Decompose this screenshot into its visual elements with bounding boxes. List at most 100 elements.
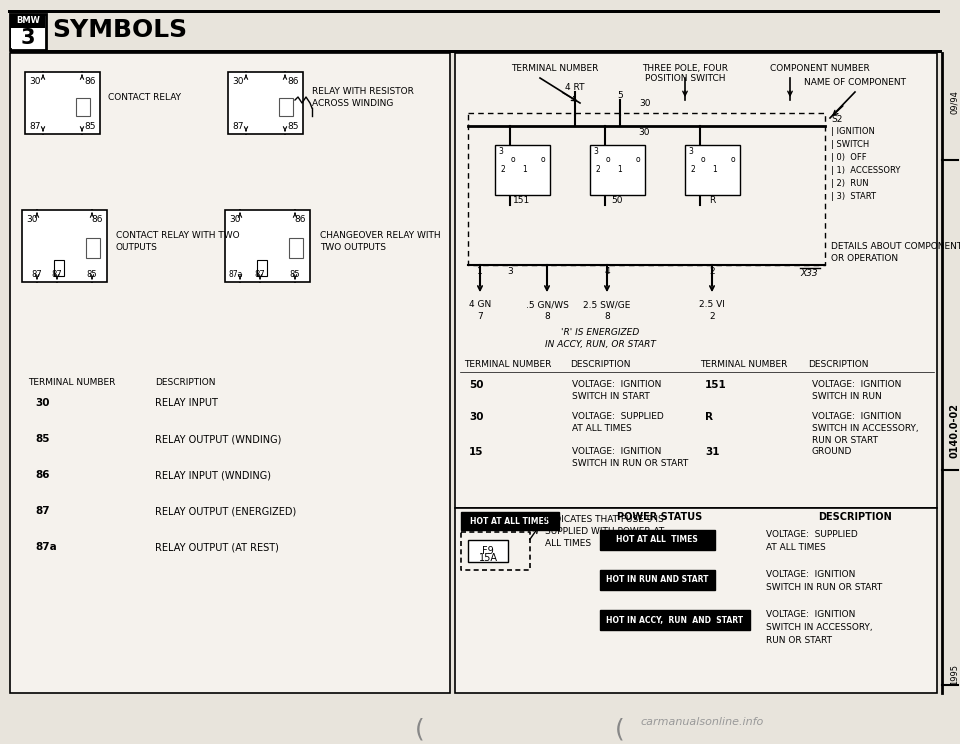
Text: 87a: 87a xyxy=(35,542,57,552)
Text: 4 GN: 4 GN xyxy=(468,300,492,309)
Text: 8: 8 xyxy=(604,312,610,321)
Text: CHANGEOVER RELAY WITH: CHANGEOVER RELAY WITH xyxy=(320,231,441,240)
Bar xyxy=(455,508,937,693)
Text: 3: 3 xyxy=(21,28,36,48)
Text: (: ( xyxy=(415,718,425,742)
Text: 30: 30 xyxy=(26,215,37,224)
Text: 2: 2 xyxy=(709,312,715,321)
Bar xyxy=(10,14,46,50)
Text: 09/94: 09/94 xyxy=(950,90,959,114)
Bar xyxy=(10,50,942,53)
Text: 2: 2 xyxy=(595,165,600,174)
Bar xyxy=(461,512,559,530)
Text: 87a: 87a xyxy=(228,270,243,279)
Text: 50: 50 xyxy=(469,380,484,390)
Text: ALL TIMES: ALL TIMES xyxy=(545,539,591,548)
Text: AT ALL TIMES: AT ALL TIMES xyxy=(572,424,632,433)
Text: RELAY INPUT (WNDING): RELAY INPUT (WNDING) xyxy=(155,470,271,480)
Text: VOLTAGE:  IGNITION: VOLTAGE: IGNITION xyxy=(572,447,661,456)
Bar xyxy=(76,98,90,116)
Text: 2: 2 xyxy=(709,267,715,276)
Text: R: R xyxy=(705,412,713,422)
Text: HOT IN ACCY,  RUN  AND  START: HOT IN ACCY, RUN AND START xyxy=(607,615,744,624)
Bar xyxy=(455,53,937,508)
Text: 2.5 SW/GE: 2.5 SW/GE xyxy=(584,300,631,309)
Text: HOT AT ALL  TIMES: HOT AT ALL TIMES xyxy=(616,536,698,545)
Text: TERMINAL NUMBER: TERMINAL NUMBER xyxy=(464,360,551,369)
Text: 30: 30 xyxy=(639,99,651,108)
Text: DESCRIPTION: DESCRIPTION xyxy=(155,378,215,387)
Text: SWITCH IN RUN: SWITCH IN RUN xyxy=(812,392,881,401)
Text: VOLTAGE:  IGNITION: VOLTAGE: IGNITION xyxy=(572,380,661,389)
Text: 85: 85 xyxy=(287,122,299,131)
Text: CONTACT RELAY WITH TWO: CONTACT RELAY WITH TWO xyxy=(116,231,240,240)
Bar xyxy=(228,72,303,134)
Text: 85: 85 xyxy=(86,270,97,279)
Bar xyxy=(11,15,45,28)
Text: DETAILS ABOUT COMPONENT: DETAILS ABOUT COMPONENT xyxy=(831,242,960,251)
Text: VOLTAGE:  SUPPLIED: VOLTAGE: SUPPLIED xyxy=(572,412,663,421)
Bar xyxy=(468,540,508,562)
Text: SWITCH IN START: SWITCH IN START xyxy=(572,392,650,401)
Text: 2.5 VI: 2.5 VI xyxy=(699,300,725,309)
Text: SWITCH IN ACCESSORY,: SWITCH IN ACCESSORY, xyxy=(812,424,919,433)
Text: 86: 86 xyxy=(287,77,299,86)
Text: HOT IN RUN AND START: HOT IN RUN AND START xyxy=(606,576,708,585)
Text: TERMINAL NUMBER: TERMINAL NUMBER xyxy=(700,360,787,369)
Text: 30: 30 xyxy=(232,77,244,86)
Text: 30: 30 xyxy=(35,398,50,408)
Bar xyxy=(495,145,550,195)
Text: 0140.0-02: 0140.0-02 xyxy=(950,403,960,458)
Text: 87: 87 xyxy=(35,506,50,516)
Text: 'R' IS ENERGIZED: 'R' IS ENERGIZED xyxy=(561,328,639,337)
Bar xyxy=(25,72,100,134)
Text: GROUND: GROUND xyxy=(812,447,852,456)
Text: | 3)  START: | 3) START xyxy=(831,192,876,201)
Text: 3: 3 xyxy=(593,147,598,156)
Text: 87: 87 xyxy=(32,270,42,279)
Text: | 0)  OFF: | 0) OFF xyxy=(831,153,867,162)
Text: TERMINAL NUMBER: TERMINAL NUMBER xyxy=(28,378,115,387)
Text: 86: 86 xyxy=(91,215,103,224)
Text: o: o xyxy=(731,155,735,164)
Text: 15: 15 xyxy=(469,447,484,457)
Text: 4: 4 xyxy=(604,267,610,276)
Text: 30: 30 xyxy=(29,77,40,86)
Text: 3: 3 xyxy=(507,267,513,276)
Text: 2: 2 xyxy=(500,165,505,174)
Text: RELAY INPUT: RELAY INPUT xyxy=(155,398,218,408)
Text: RUN OR START: RUN OR START xyxy=(766,636,832,645)
Text: 151: 151 xyxy=(705,380,727,390)
Text: TWO OUTPUTS: TWO OUTPUTS xyxy=(320,243,386,251)
Bar xyxy=(279,98,293,116)
Text: o: o xyxy=(701,155,706,164)
Bar xyxy=(8,10,940,13)
Text: 3: 3 xyxy=(498,147,503,156)
Text: .5 GN/WS: .5 GN/WS xyxy=(525,300,568,309)
Text: 30: 30 xyxy=(469,412,484,422)
Bar xyxy=(22,210,107,282)
Text: RELAY OUTPUT (WNDING): RELAY OUTPUT (WNDING) xyxy=(155,434,281,444)
Text: POSITION SWITCH: POSITION SWITCH xyxy=(645,74,725,83)
Text: 30: 30 xyxy=(638,128,650,137)
Bar xyxy=(11,28,45,48)
Text: 50: 50 xyxy=(612,196,623,205)
Text: 5: 5 xyxy=(617,91,623,100)
Text: | 2)  RUN: | 2) RUN xyxy=(831,179,869,188)
Text: 15A: 15A xyxy=(478,553,497,563)
Text: | SWITCH: | SWITCH xyxy=(831,140,869,149)
Text: X33: X33 xyxy=(800,269,818,278)
Bar xyxy=(86,238,100,258)
Bar xyxy=(600,530,715,550)
Text: SWITCH IN RUN OR START: SWITCH IN RUN OR START xyxy=(572,459,688,468)
Text: R: R xyxy=(708,196,715,205)
Text: 85: 85 xyxy=(84,122,96,131)
Text: 1: 1 xyxy=(522,165,527,174)
Text: 1: 1 xyxy=(477,267,483,276)
Text: VOLTAGE:  IGNITION: VOLTAGE: IGNITION xyxy=(812,380,901,389)
Text: OR OPERATION: OR OPERATION xyxy=(831,254,899,263)
Text: carmanualsonline.info: carmanualsonline.info xyxy=(640,717,763,727)
Text: | 1)  ACCESSORY: | 1) ACCESSORY xyxy=(831,166,900,175)
Text: INDICATES THAT FUSE 9 IS: INDICATES THAT FUSE 9 IS xyxy=(545,515,663,524)
Bar xyxy=(54,260,64,276)
